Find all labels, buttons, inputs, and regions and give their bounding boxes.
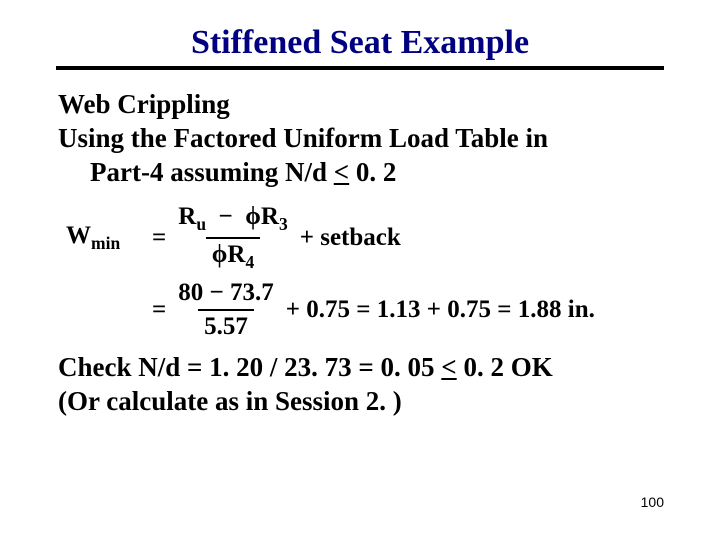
eq-frac-2: 80 − 73.7 5.57 (172, 279, 280, 341)
eq-plus-1: + (300, 224, 314, 252)
slide-title: Stiffened Seat Example (56, 24, 664, 70)
eq-lhs-sym: W (66, 222, 91, 249)
equation-row-1: Wmin = Ru − ϕR3 ϕR4 + setback (66, 203, 672, 273)
equation-row-2: = 80 − 73.7 5.57 + 0.75 = 1.13 + 0.75 = … (66, 279, 672, 341)
intro-line-2: Using the Factored Uniform Load Table in (58, 122, 672, 156)
eq-sum: 1.13 + 0.75 (377, 296, 491, 324)
leq-symbol: < (334, 157, 349, 187)
eq-equals-4: = (497, 296, 511, 324)
intro-line-3b: 0. 2 (349, 157, 396, 187)
eq-result: 1.88 in. (518, 296, 595, 324)
eq-plusval: 0.75 (306, 296, 350, 324)
eq-equals-2: = (152, 296, 166, 324)
eq-plus-2: + (286, 296, 300, 324)
leq-symbol-2: < (441, 352, 456, 382)
eq-frac1-num: Ru − ϕR3 (172, 203, 293, 237)
eq-r3-sub: 3 (279, 214, 288, 234)
eq-setback: setback (320, 224, 401, 252)
eq-ru: R (178, 203, 196, 230)
check-line-1a: Check N/d = 1. 20 / 23. 73 = 0. 05 (58, 352, 441, 382)
eq-phi-1: ϕ (245, 203, 261, 230)
intro-line-3: Part-4 assuming N/d < 0. 2 (58, 156, 672, 190)
page-number: 100 (641, 494, 664, 510)
eq-r4: R (227, 241, 245, 268)
eq-minus: − (219, 203, 233, 230)
intro-line-1: Web Crippling (58, 88, 672, 122)
check-block: Check N/d = 1. 20 / 23. 73 = 0. 05 < 0. … (48, 351, 672, 419)
eq-equals-3: = (356, 296, 370, 324)
eq-lhs-sub: min (91, 233, 120, 253)
check-line-2: (Or calculate as in Session 2. ) (58, 385, 672, 419)
eq-frac2-num: 80 − 73.7 (172, 279, 280, 309)
equation-block: Wmin = Ru − ϕR3 ϕR4 + setback = 80 − 73.… (66, 203, 672, 341)
eq-r3: R (261, 203, 279, 230)
check-line-1b: 0. 2 OK (457, 352, 553, 382)
eq-equals-1: = (152, 224, 166, 252)
eq-r4-sub: 4 (245, 252, 254, 272)
eq-phi-2: ϕ (212, 241, 228, 268)
intro-line-3a: Part-4 assuming N/d (90, 157, 334, 187)
eq-frac2-den: 5.57 (198, 309, 254, 341)
eq-frac1-den: ϕR4 (206, 237, 260, 273)
check-line-1: Check N/d = 1. 20 / 23. 73 = 0. 05 < 0. … (58, 351, 672, 385)
intro-block: Web Crippling Using the Factored Uniform… (48, 88, 672, 189)
eq-ru-sub: u (196, 214, 206, 234)
eq-frac-1: Ru − ϕR3 ϕR4 (172, 203, 293, 273)
eq-lhs: Wmin (66, 222, 152, 254)
